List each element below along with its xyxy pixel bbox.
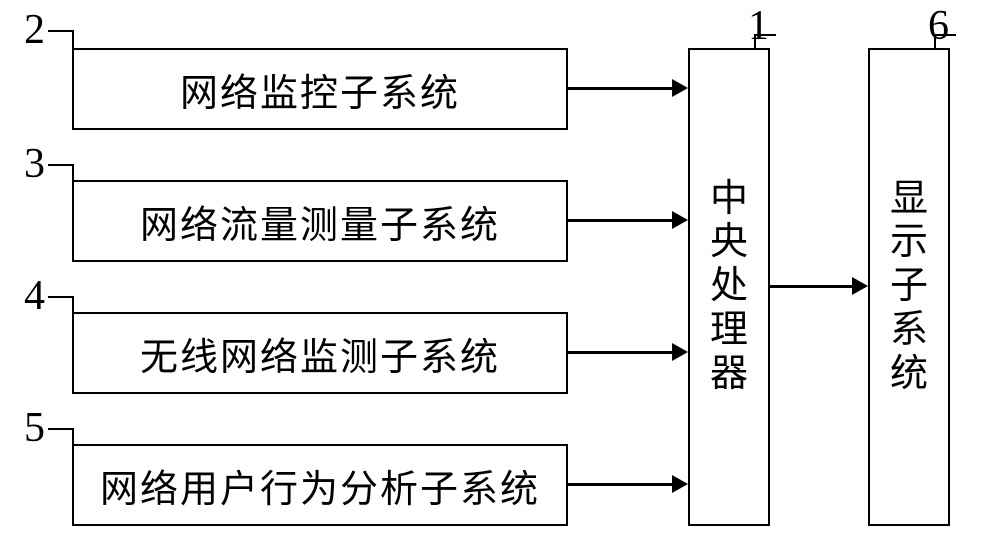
arrow-2-head — [672, 343, 688, 361]
node-3-lead-h — [48, 164, 74, 166]
arrow-4-line — [770, 285, 852, 288]
node-1-label: 中央处理器 — [710, 160, 748, 414]
node-5-lead-h — [48, 428, 74, 430]
arrow-1-head — [672, 211, 688, 229]
node-6-lead-v — [934, 34, 956, 36]
node-2-number: 2 — [24, 6, 45, 54]
node-2-box: 网络监控子系统 — [72, 48, 568, 130]
node-1-number: 1 — [748, 2, 769, 50]
arrow-3-line — [568, 483, 672, 486]
node-4-box: 无线网络监测子系统 — [72, 312, 568, 394]
node-4-number: 4 — [24, 272, 45, 320]
node-6-box: 显示子系统 — [868, 48, 950, 526]
node-5-number: 5 — [24, 404, 45, 452]
node-6-lead-h — [934, 34, 936, 48]
node-4-lead-v — [72, 296, 74, 312]
node-5-lead-v — [72, 428, 74, 444]
diagram-canvas: 2 网络监控子系统 3 网络流量测量子系统 4 无线网络监测子系统 5 网络用户… — [0, 0, 1000, 556]
node-2-label: 网络监控子系统 — [180, 62, 460, 117]
arrow-2-line — [568, 351, 672, 354]
node-4-lead-h — [48, 296, 74, 298]
arrow-0-head — [672, 79, 688, 97]
arrow-1-line — [568, 219, 672, 222]
node-1-box: 中央处理器 — [688, 48, 770, 526]
arrow-0-line — [568, 87, 672, 90]
node-5-box: 网络用户行为分析子系统 — [72, 444, 568, 526]
node-1-lead-h — [754, 34, 756, 48]
node-2-lead-h — [48, 30, 74, 32]
node-6-label: 显示子系统 — [890, 160, 928, 414]
node-6-number: 6 — [928, 2, 949, 50]
node-4-label: 无线网络监测子系统 — [140, 326, 500, 381]
node-5-label: 网络用户行为分析子系统 — [100, 458, 540, 513]
node-1-lead-v — [754, 34, 776, 36]
node-3-box: 网络流量测量子系统 — [72, 180, 568, 262]
node-3-label: 网络流量测量子系统 — [140, 194, 500, 249]
node-2-lead-v — [72, 30, 74, 48]
node-3-lead-v — [72, 164, 74, 180]
node-3-number: 3 — [24, 140, 45, 188]
arrow-4-head — [852, 277, 868, 295]
arrow-3-head — [672, 475, 688, 493]
